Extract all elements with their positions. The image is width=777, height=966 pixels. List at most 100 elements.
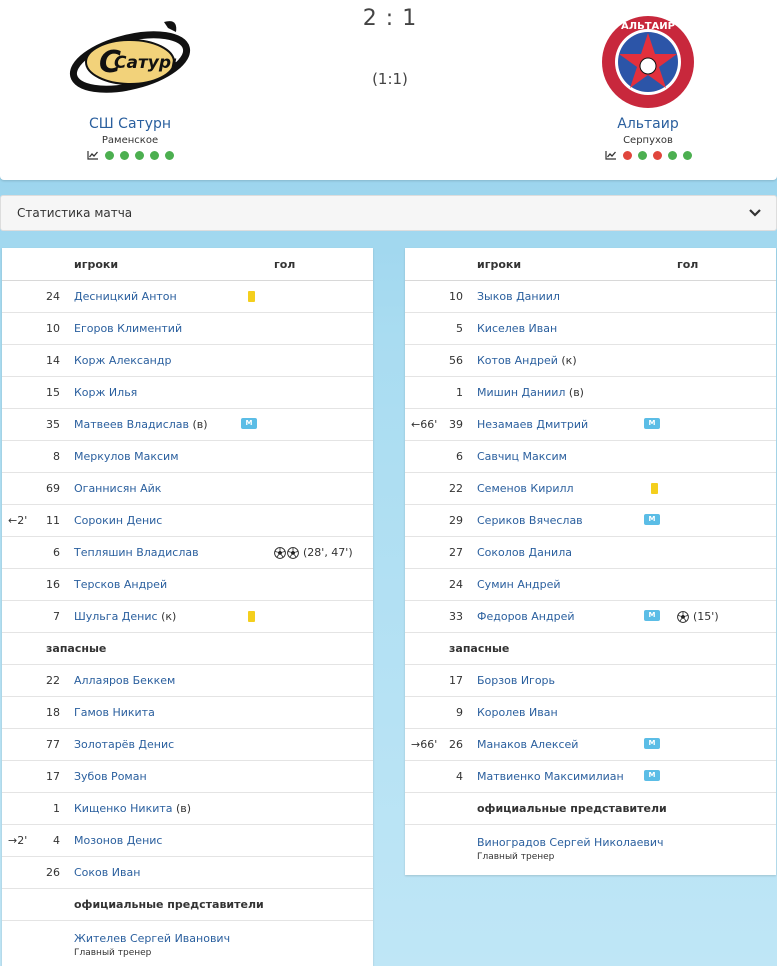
- lineup-header-row: игроки гол: [405, 248, 776, 281]
- player-name: Сумин Андрей: [477, 578, 561, 591]
- player-name-link[interactable]: Борзов Игорь: [477, 674, 555, 687]
- player-name: Савчиц Максим: [477, 450, 567, 463]
- form-win-dot[interactable]: [134, 150, 144, 160]
- goal-minutes: (15'): [693, 610, 719, 623]
- player-name-link[interactable]: Матвиенко Максимилиан: [477, 770, 624, 783]
- player-name-link[interactable]: Оганнисян Айк: [74, 482, 161, 495]
- player-name-link[interactable]: Зыков Даниил: [477, 290, 560, 303]
- player-number: 33: [449, 610, 463, 623]
- player-name: Терсков Андрей: [74, 578, 168, 591]
- player-number: 26: [449, 738, 463, 751]
- player-name-link[interactable]: Меркулов Максим: [74, 450, 179, 463]
- player-name: Меркулов Максим: [74, 450, 179, 463]
- player-name-link[interactable]: Шульга Денис (к): [74, 610, 176, 623]
- official-title: Главный тренер: [74, 948, 152, 958]
- player-row: 8 Меркулов Максим: [2, 441, 373, 473]
- player-name: Королев Иван: [477, 706, 558, 719]
- player-number: 11: [46, 514, 60, 527]
- player-name-link[interactable]: Егоров Климентий: [74, 322, 182, 335]
- away-team-name[interactable]: Альтаир: [617, 116, 679, 132]
- player-name-link[interactable]: Гамов Никита: [74, 706, 155, 719]
- form-win-dot[interactable]: [149, 150, 159, 160]
- away-team-logo[interactable]: АЛЬТАИР: [586, 14, 710, 110]
- player-row: 14 Корж Александр: [2, 345, 373, 377]
- player-name: Егоров Климентий: [74, 322, 183, 335]
- player-name-link[interactable]: Семенов Кирилл: [477, 482, 574, 495]
- players-column-header: игроки: [74, 257, 119, 271]
- form-win-dot[interactable]: [667, 150, 677, 160]
- yellow-card-icon: [248, 611, 255, 622]
- player-name-link[interactable]: Киселев Иван: [477, 322, 557, 335]
- match-stats-toggle[interactable]: Статистика матча: [0, 195, 777, 231]
- home-team-name[interactable]: СШ Сатурн: [88, 116, 172, 132]
- player-name-link[interactable]: Тепляшин Владислав: [74, 546, 199, 559]
- substitutes-label: запасные: [449, 642, 510, 655]
- player-row: 33 Федоров Андрей М (15'): [405, 601, 776, 633]
- player-row: 26 Соков Иван: [2, 857, 373, 889]
- player-name: Сорокин Денис: [74, 514, 163, 527]
- player-name-link[interactable]: Савчиц Максим: [477, 450, 567, 463]
- form-loss-dot[interactable]: [652, 150, 662, 160]
- player-number: 26: [46, 866, 60, 879]
- player-name-link[interactable]: Мозонов Денис: [74, 834, 162, 847]
- player-name-link[interactable]: Соков Иван: [74, 866, 140, 879]
- player-name-link[interactable]: Королев Иван: [477, 706, 558, 719]
- player-name: Аллаяров Беккем: [74, 674, 176, 687]
- player-number: 1: [53, 802, 60, 815]
- soccer-ball-icon: [274, 546, 286, 559]
- form-loss-dot[interactable]: [622, 150, 632, 160]
- trend-chart-icon[interactable]: [86, 150, 99, 160]
- home-team: Сатурн С СШ Сатурн Раменское: [10, 0, 250, 160]
- form-win-dot[interactable]: [637, 150, 647, 160]
- form-win-dot[interactable]: [682, 150, 692, 160]
- form-win-dot[interactable]: [119, 150, 129, 160]
- match-stats-label: Статистика матча: [17, 206, 133, 220]
- player-role: (в): [176, 802, 192, 815]
- player-number: 4: [456, 770, 463, 783]
- player-name: Матвеев Владислав: [74, 418, 190, 431]
- player-name: Зыков Даниил: [477, 290, 560, 303]
- player-name-link[interactable]: Манаков Алексей: [477, 738, 578, 751]
- player-name-link[interactable]: Соколов Данила: [477, 546, 572, 559]
- player-row: 69 Оганнисян Айк: [2, 473, 373, 505]
- player-name-link[interactable]: Мишин Даниил (в): [477, 386, 584, 399]
- player-name-link[interactable]: Зубов Роман: [74, 770, 147, 783]
- players-column-header: игроки: [477, 257, 522, 271]
- chevron-down-icon[interactable]: [748, 208, 762, 218]
- player-name-link[interactable]: Десницкий Антон: [74, 290, 177, 303]
- player-name-link[interactable]: Корж Александр: [74, 354, 171, 367]
- player-number: 77: [46, 738, 60, 751]
- player-name: Незамаев Дмитрий: [477, 418, 589, 431]
- player-name-link[interactable]: Корж Илья: [74, 386, 137, 399]
- player-row: 1 Мишин Даниил (в): [405, 377, 776, 409]
- player-name: Тепляшин Владислав: [74, 546, 199, 559]
- player-name-link[interactable]: Матвеев Владислав (в): [74, 418, 208, 431]
- player-name: Котов Андрей: [477, 354, 558, 367]
- trend-chart-icon[interactable]: [604, 150, 617, 160]
- player-name-link[interactable]: Кищенко Никита (в): [74, 802, 191, 815]
- form-win-dot[interactable]: [164, 150, 174, 160]
- player-row: 18 Гамов Никита: [2, 697, 373, 729]
- player-name-link[interactable]: Сумин Андрей: [477, 578, 561, 591]
- player-name-link[interactable]: Незамаев Дмитрий: [477, 418, 588, 431]
- player-number: 22: [449, 482, 463, 495]
- official-row: Жителев Сергей Иванович Главный тренер: [2, 921, 373, 966]
- player-name: Оганнисян Айк: [74, 482, 162, 495]
- officials-label: официальные представители: [477, 802, 667, 815]
- player-row: 7 Шульга Денис (к): [2, 601, 373, 633]
- player-name-link[interactable]: Федоров Андрей: [477, 610, 575, 623]
- player-name-link[interactable]: Котов Андрей (к): [477, 354, 577, 367]
- player-row: 4 Матвиенко Максимилиан М: [405, 761, 776, 793]
- player-name-link[interactable]: Терсков Андрей: [74, 578, 167, 591]
- goals-scored: (15'): [677, 610, 719, 623]
- player-name-link[interactable]: Золотарёв Денис: [74, 738, 174, 751]
- player-name-link[interactable]: Сериков Вячеслав: [477, 514, 583, 527]
- official-name-link[interactable]: Жителев Сергей Иванович: [74, 932, 231, 945]
- player-name-link[interactable]: Аллаяров Беккем: [74, 674, 175, 687]
- official-name-link[interactable]: Виноградов Сергей Николаевич: [477, 836, 664, 849]
- home-team-logo[interactable]: Сатурн С: [68, 14, 192, 110]
- player-name-link[interactable]: Сорокин Денис: [74, 514, 162, 527]
- player-name: Десницкий Антон: [74, 290, 177, 303]
- player-name: Соколов Данила: [477, 546, 572, 559]
- form-win-dot[interactable]: [104, 150, 114, 160]
